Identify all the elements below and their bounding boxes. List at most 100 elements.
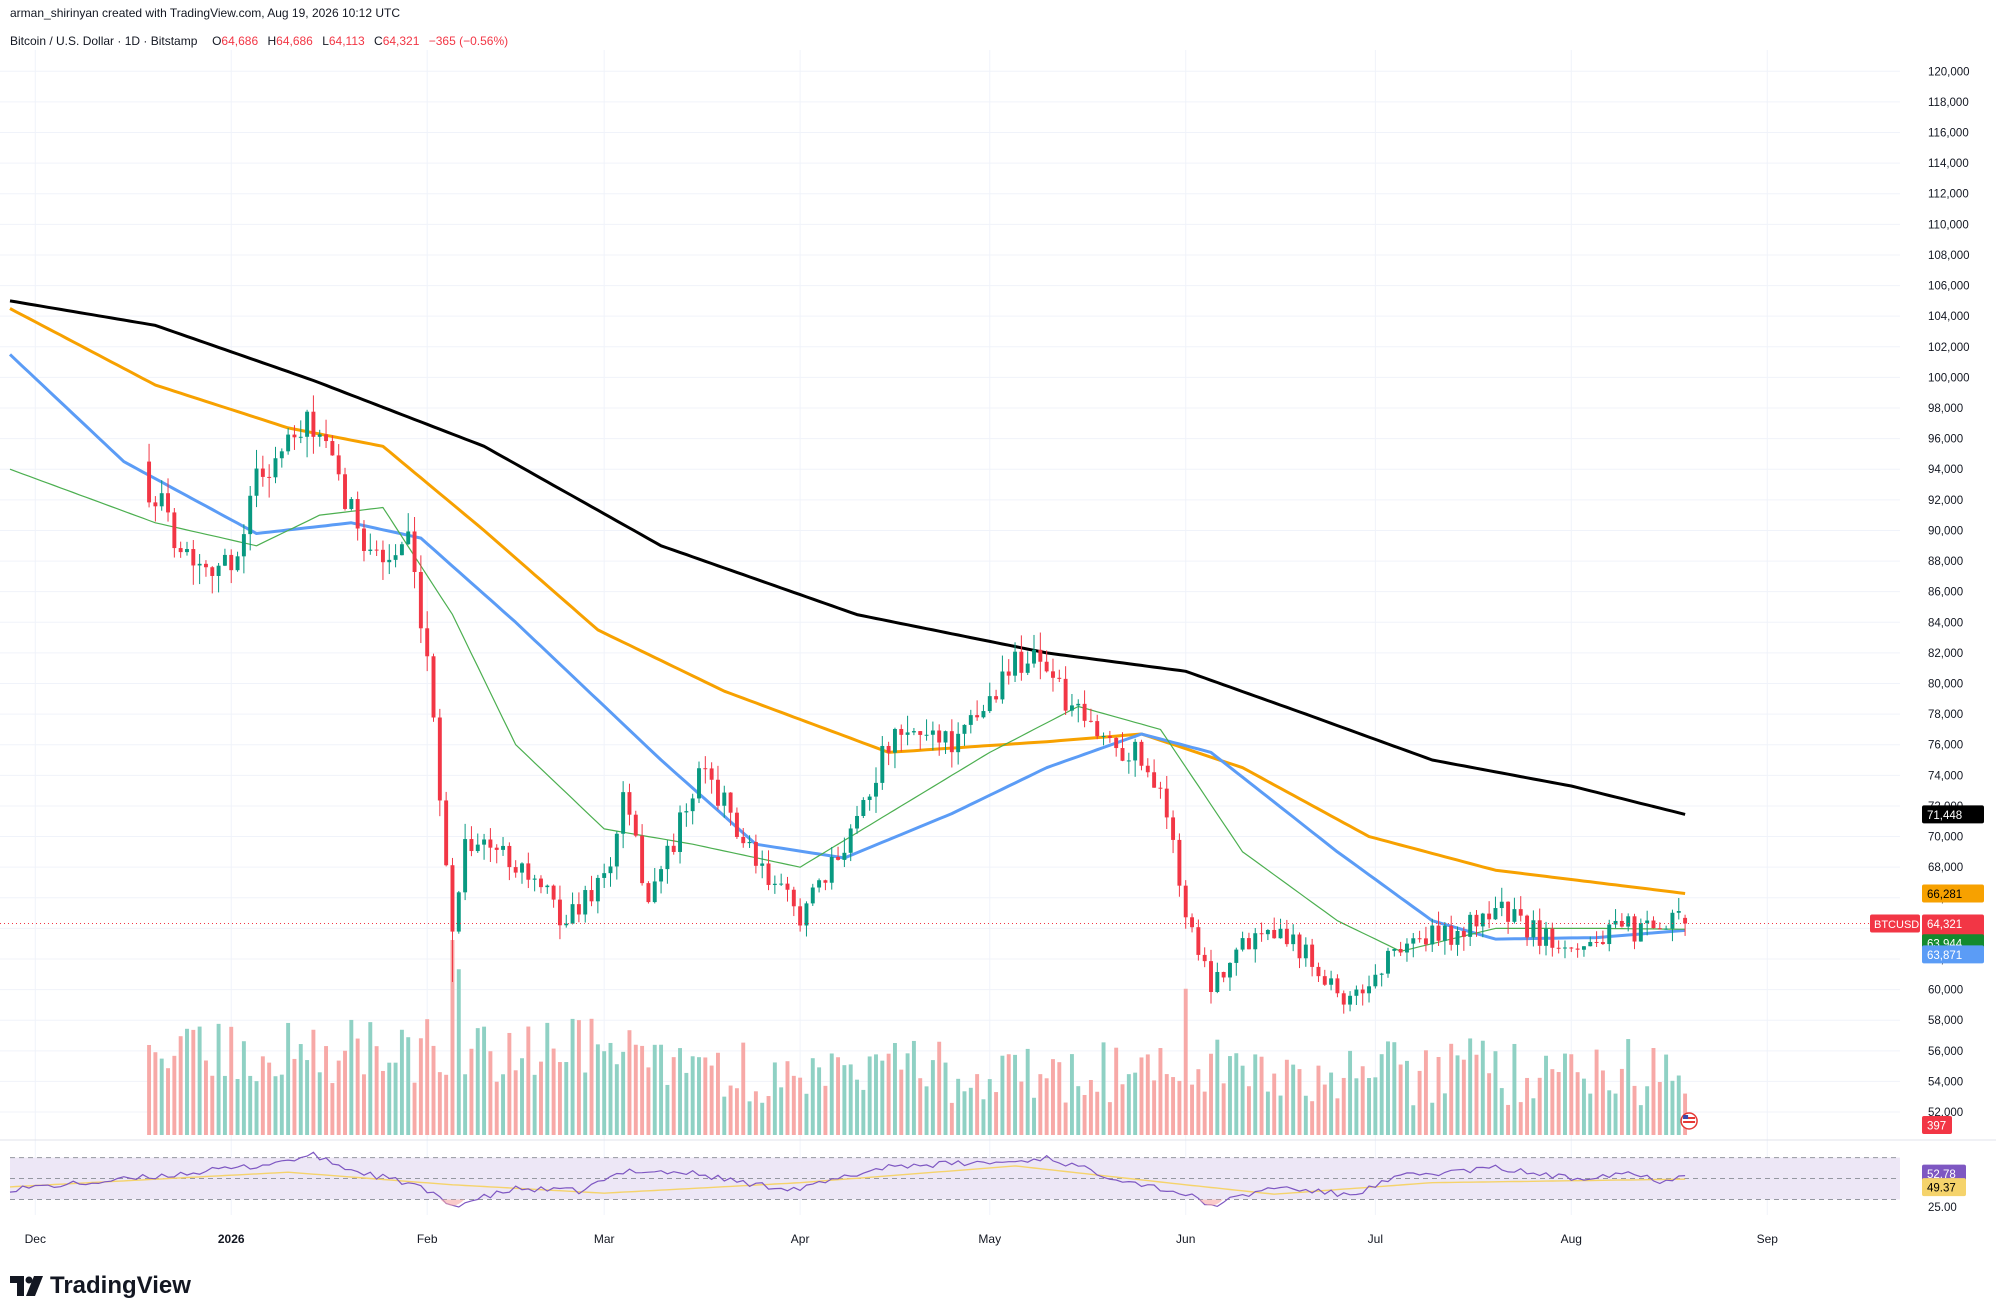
candle-body (235, 556, 240, 571)
y-tick-label: 104,000 (1928, 311, 1970, 323)
candle-body (1657, 928, 1662, 930)
rsi-ma-value: 49.37 (1927, 1183, 1956, 1195)
volume-bar (1499, 1088, 1504, 1135)
candle-body (665, 845, 670, 870)
candle-body (431, 656, 436, 718)
candle-body (1581, 946, 1586, 950)
volume-bar (671, 1057, 676, 1135)
candle-body (1240, 938, 1245, 950)
volume-bar (1423, 1050, 1428, 1135)
volume-bar (444, 1074, 449, 1135)
candle-body (393, 555, 398, 560)
symbol-name: Bitcoin / U.S. Dollar · 1D · Bitstamp (10, 34, 198, 48)
candle-body (1367, 986, 1371, 994)
volume-bar (324, 1046, 329, 1135)
volume-bar (469, 1048, 474, 1135)
volume-bar (229, 1026, 234, 1135)
candle-body (362, 528, 366, 552)
candle-body (949, 731, 954, 753)
volume-bar (589, 1018, 594, 1135)
flag-stripe (1683, 1121, 1696, 1123)
volume-bar (475, 1028, 480, 1135)
volume-bar (545, 1022, 550, 1135)
volume-bar (899, 1069, 904, 1135)
volume-bar (153, 1052, 158, 1135)
y-tick-label: 114,000 (1928, 158, 1969, 170)
tradingview-logo[interactable]: TradingView (10, 1272, 191, 1300)
volume-bar (1107, 1102, 1112, 1135)
candle-body (987, 696, 992, 712)
candle-body (1499, 901, 1504, 909)
volume-bar (1202, 1091, 1207, 1135)
volume-bar (924, 1086, 929, 1135)
volume-bar (855, 1079, 859, 1135)
volume-bar (317, 1072, 322, 1135)
volume-bar (861, 1089, 866, 1135)
candle-body (488, 839, 493, 848)
volume-bar (399, 1029, 404, 1135)
volume-bar (1581, 1078, 1586, 1135)
candle-body (1550, 928, 1555, 948)
volume-bar (1341, 1077, 1346, 1135)
y-tick-label: 76,000 (1928, 740, 1963, 752)
volume-bar (709, 1065, 714, 1135)
volume-bar (355, 1038, 360, 1135)
rsi-value: 52.78 (1927, 1169, 1956, 1181)
symbol-legend[interactable]: Bitcoin / U.S. Dollar · 1D · Bitstamp O6… (10, 34, 514, 48)
volume-bar (1234, 1053, 1239, 1135)
candle-body (1379, 973, 1384, 975)
candle-body (570, 904, 575, 924)
candle-body (437, 717, 442, 801)
candle-body (311, 411, 316, 437)
candle-body (1670, 912, 1675, 929)
candle-body (1556, 947, 1561, 949)
candle-body (659, 869, 664, 882)
volume-bar (918, 1078, 923, 1135)
volume-bar (1676, 1075, 1681, 1135)
candle-body (1468, 914, 1473, 937)
candle-body (444, 800, 449, 866)
volume-bar (962, 1091, 967, 1135)
candle-body (450, 865, 455, 932)
candle-body (1436, 925, 1441, 941)
candle-body (1101, 735, 1106, 737)
volume-bar (1474, 1054, 1479, 1135)
volume-bar (728, 1085, 733, 1135)
volume-bar (1657, 1082, 1662, 1135)
volume-bar (1044, 1078, 1049, 1135)
candle-body (1607, 924, 1612, 945)
volume-bar (1145, 1054, 1150, 1135)
symbol-tag-bg (1870, 914, 1920, 933)
candle-body (608, 866, 613, 874)
volume-bar (1240, 1065, 1245, 1135)
volume-bar (1013, 1054, 1018, 1135)
y-tick-label: 74,000 (1928, 770, 1963, 782)
candle-body (779, 883, 784, 885)
x-tick-label: May (978, 1232, 1001, 1246)
volume-bar (975, 1074, 980, 1135)
y-tick-label: 118,000 (1928, 97, 1969, 109)
low-value: 64,113 (328, 34, 365, 48)
volume-bar (1575, 1072, 1580, 1135)
candle-body (1442, 925, 1447, 941)
candle-body (1303, 944, 1308, 959)
volume-bar (779, 1087, 784, 1135)
y-tick-label: 102,000 (1928, 342, 1970, 354)
volume-bar (1076, 1086, 1081, 1135)
volume-bar (652, 1044, 657, 1135)
rsi-value-bg (1922, 1164, 1966, 1183)
volume-bar (330, 1083, 335, 1135)
y-tick-label: 80,000 (1928, 679, 1963, 691)
candle-body (1651, 920, 1656, 929)
candle-body (273, 458, 278, 478)
candle-body (798, 906, 803, 926)
volume-bar (222, 1075, 227, 1135)
volume-bar (1120, 1084, 1125, 1135)
volume-bar (1152, 1080, 1157, 1135)
volume-bar (1544, 1055, 1548, 1135)
volume-bar (892, 1043, 897, 1135)
volume-bar (241, 1041, 246, 1135)
volume-bar (1190, 1084, 1194, 1135)
volume-bar (380, 1070, 385, 1135)
